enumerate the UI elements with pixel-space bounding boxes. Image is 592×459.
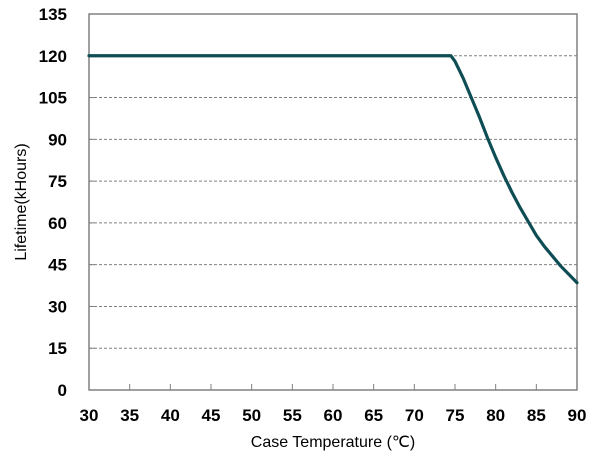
x-axis-title: Case Temperature (℃): [251, 434, 415, 451]
x-tick-label-55: 55: [283, 406, 302, 425]
y-tick-label-60: 60: [48, 214, 67, 233]
y-tick-label-120: 120: [39, 47, 67, 66]
x-tick-label-45: 45: [202, 406, 221, 425]
y-tick-label-15: 15: [48, 339, 67, 358]
x-tick-label-35: 35: [120, 406, 139, 425]
y-tick-label-105: 105: [39, 89, 67, 108]
x-tick-labels: 30 35 40 45 50 55 60 65 70 75 80 85 90: [80, 406, 587, 425]
y-tick-label-0: 0: [58, 381, 67, 400]
y-tick-label-30: 30: [48, 297, 67, 316]
grid-lines: [89, 55, 577, 349]
x-tick-label-80: 80: [486, 406, 505, 425]
plot-frame: [88, 13, 578, 391]
series-line-0: [87, 54, 579, 285]
x-tick-label-30: 30: [80, 406, 99, 425]
x-tick-label-75: 75: [446, 406, 465, 425]
x-tick-label-50: 50: [242, 406, 261, 425]
y-tick-label-90: 90: [48, 130, 67, 149]
axis-ticks: [88, 13, 578, 391]
x-tick-label-65: 65: [364, 406, 383, 425]
y-tick-labels: 0 15 30 45 60 75 90 105 120 135: [39, 5, 67, 400]
x-tick-label-70: 70: [405, 406, 424, 425]
x-tick-label-85: 85: [527, 406, 546, 425]
x-tick-label-90: 90: [568, 406, 587, 425]
y-tick-label-135: 135: [39, 5, 67, 24]
x-tick-label-60: 60: [324, 406, 343, 425]
y-tick-label-45: 45: [48, 256, 67, 275]
x-tick-label-40: 40: [161, 406, 180, 425]
y-axis-title: Lifetime(kHours): [13, 143, 30, 260]
y-tick-label-75: 75: [48, 172, 67, 191]
series-layer: [87, 54, 579, 285]
